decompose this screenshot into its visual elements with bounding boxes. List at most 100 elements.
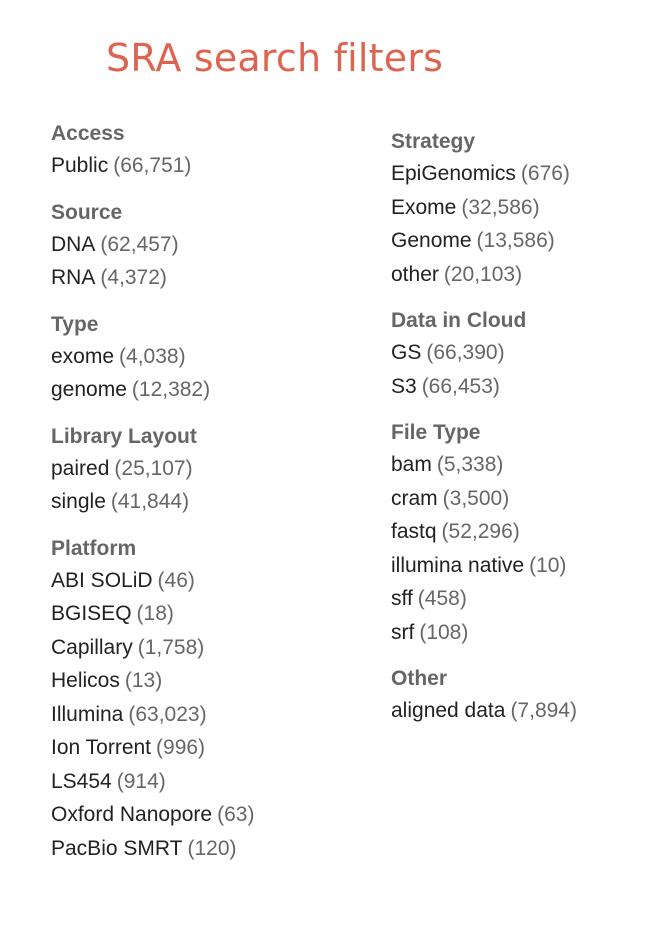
- filter-item-gs[interactable]: GS (66,390): [391, 336, 651, 370]
- filter-item-count: (18): [136, 602, 174, 625]
- filter-item-ls454[interactable]: LS454 (914): [51, 765, 351, 799]
- filter-item-count: (62,457): [100, 232, 179, 256]
- filter-item-exome[interactable]: Exome (32,586): [391, 191, 651, 225]
- filter-item-bgiseq[interactable]: BGISEQ (18): [51, 597, 351, 631]
- filter-item-oxford-nanopore[interactable]: Oxford Nanopore (63): [51, 798, 351, 832]
- filter-item-fastq[interactable]: fastq (52,296): [391, 515, 651, 549]
- filter-item-label: EpiGenomics: [391, 162, 516, 185]
- filter-group-library-layout: Library Layout paired (25,107) single (41,84…: [51, 422, 351, 519]
- filter-item-count: (12,382): [131, 378, 211, 401]
- filter-item-count: (4,038): [119, 344, 186, 368]
- filter-item-label: LS454: [51, 769, 112, 793]
- filter-group-strategy: Strategy EpiGenomics (676) Exome (32,586) Gen…: [391, 127, 651, 291]
- filter-item-label: fastq: [391, 520, 437, 543]
- filter-item-paired[interactable]: paired (25,107): [51, 452, 351, 486]
- filter-item-label: genome: [51, 378, 127, 401]
- filter-item-label: paired: [51, 456, 110, 480]
- filter-group-title: Platform: [51, 536, 137, 560]
- filter-item-label: illumina native: [391, 553, 525, 577]
- filter-item-label: PacBio SMRT: [51, 836, 183, 860]
- filter-item-label: RNA: [51, 266, 96, 289]
- filter-item-count: (120): [187, 836, 237, 860]
- filter-item-count: (20,103): [443, 262, 523, 286]
- filter-item-capillary[interactable]: Capillary (1,758): [51, 631, 351, 665]
- filter-item-label: Public: [51, 154, 109, 177]
- filter-item-count: (25,107): [114, 456, 193, 480]
- filter-item-ion-torrent[interactable]: Ion Torrent (996): [51, 731, 351, 765]
- filter-item-abi-solid[interactable]: ABI SOLiD (46): [51, 564, 351, 598]
- filter-item-label: S3: [391, 374, 417, 398]
- filter-item-genome[interactable]: genome (12,382): [51, 373, 351, 407]
- filter-item-illumina-native[interactable]: illumina native (10): [391, 549, 651, 583]
- filter-item-count: (108): [419, 620, 469, 644]
- filter-group-title: Type: [51, 312, 99, 336]
- filter-item-label: GS: [391, 341, 422, 364]
- filter-item-count: (676): [520, 162, 570, 185]
- left-filter-column: Access Public (66,751) Source DNA (62,457) RNA…: [51, 119, 351, 880]
- filter-item-illumina[interactable]: Illumina (63,023): [51, 698, 351, 732]
- filter-item-label: BGISEQ: [51, 602, 132, 625]
- filter-item-count: (46): [157, 568, 195, 592]
- filter-item-count: (5,338): [436, 453, 504, 476]
- filter-group-title: File Type: [391, 421, 481, 444]
- filter-group-title: Strategy: [391, 130, 476, 153]
- filter-group-title: Library Layout: [51, 424, 197, 448]
- filter-item-count: (63): [217, 803, 255, 826]
- filter-item-count: (7,894): [510, 699, 577, 722]
- filter-item-label: Exome: [391, 195, 457, 219]
- filter-group-type: Type exome (4,038) genome (12,382): [51, 310, 351, 407]
- filter-item-pacbio-smrt[interactable]: PacBio SMRT (120): [51, 832, 351, 866]
- filter-item-count: (41,844): [110, 490, 190, 513]
- filter-item-count: (66,390): [426, 341, 505, 364]
- filter-item-label: Ion Torrent: [51, 736, 152, 759]
- filter-item-label: sff: [391, 587, 413, 610]
- filter-group-title: Other: [391, 667, 448, 690]
- filter-item-label: Capillary: [51, 635, 133, 659]
- filter-item-sff[interactable]: sff (458): [391, 582, 651, 616]
- filter-item-count: (10): [529, 553, 567, 577]
- filter-item-count: (13): [124, 669, 163, 692]
- filter-item-aligned-data[interactable]: aligned data (7,894): [391, 694, 651, 728]
- filter-item-helicos[interactable]: Helicos (13): [51, 664, 351, 698]
- filter-item-rna[interactable]: RNA (4,372): [51, 261, 351, 295]
- filter-item-label: other: [391, 262, 439, 286]
- filter-item-label: aligned data: [391, 699, 506, 722]
- filter-item-dna[interactable]: DNA (62,457): [51, 228, 351, 262]
- filter-item-count: (32,586): [461, 195, 540, 219]
- filter-item-count: (3,500): [442, 486, 510, 510]
- filter-item-count: (52,296): [441, 520, 520, 543]
- filter-group-source: Source DNA (62,457) RNA (4,372): [51, 198, 351, 295]
- filter-item-count: (1,758): [137, 635, 205, 659]
- filter-item-label: exome: [51, 344, 115, 368]
- filter-group-platform: Platform ABI SOLiD (46) BGISEQ (18) Capillary…: [51, 534, 351, 866]
- filter-item-other[interactable]: other (20,103): [391, 258, 651, 292]
- filter-item-epigenomics[interactable]: EpiGenomics (676): [391, 157, 651, 191]
- filter-group-file-type: File Type bam (5,338) cram (3,500) fastq (52,2…: [391, 418, 651, 649]
- filter-item-label: Helicos: [51, 669, 120, 692]
- filter-item-bam[interactable]: bam (5,338): [391, 448, 651, 482]
- filter-item-count: (66,453): [421, 374, 500, 398]
- filter-item-label: Illumina: [51, 702, 124, 726]
- filter-item-s3[interactable]: S3 (66,453): [391, 370, 651, 404]
- filter-item-public[interactable]: Public (66,751): [51, 149, 351, 183]
- filter-item-single[interactable]: single (41,844): [51, 485, 351, 519]
- filter-item-cram[interactable]: cram (3,500): [391, 482, 651, 516]
- page-title: SRA search filters: [106, 36, 444, 80]
- filter-item-count: (63,023): [128, 702, 207, 726]
- filter-item-count: (458): [417, 587, 467, 610]
- filter-item-label: Oxford Nanopore: [51, 803, 213, 826]
- filter-item-label: DNA: [51, 232, 96, 256]
- filter-group-access: Access Public (66,751): [51, 119, 351, 183]
- filter-item-count: (66,751): [113, 154, 192, 177]
- filter-item-srf[interactable]: srf (108): [391, 616, 651, 650]
- filter-item-count: (13,586): [476, 229, 555, 252]
- filter-item-exome[interactable]: exome (4,038): [51, 340, 351, 374]
- filter-item-genome[interactable]: Genome (13,586): [391, 224, 651, 258]
- filter-item-label: ABI SOLiD: [51, 568, 153, 592]
- filter-group-title: Source: [51, 200, 123, 224]
- filter-item-count: (996): [156, 736, 206, 759]
- filter-item-label: bam: [391, 453, 432, 476]
- filter-item-count: (914): [116, 769, 166, 793]
- filter-item-count: (4,372): [100, 266, 167, 289]
- filter-item-label: Genome: [391, 229, 472, 252]
